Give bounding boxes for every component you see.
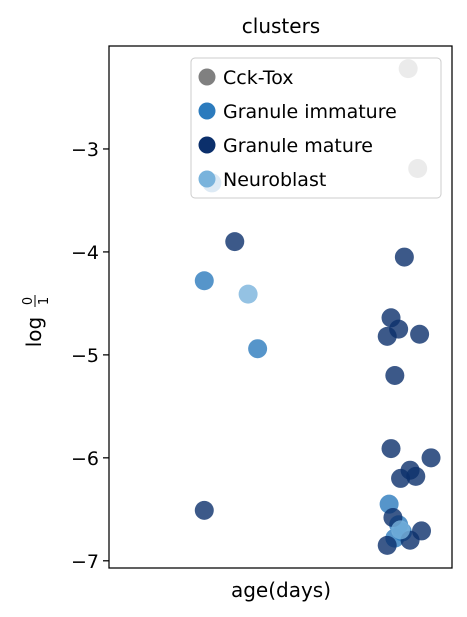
- y-axis-title-prefix: log: [22, 317, 46, 348]
- point-granule-immature-2: [248, 339, 268, 359]
- point-granule-mature-10: [406, 466, 426, 486]
- y-axis: −3 −4 −5 −6 −7: [71, 139, 109, 573]
- legend-marker-granule-immature: [198, 102, 216, 120]
- legend-label-cck-tox: Cck-Tox: [223, 67, 294, 89]
- point-granule-mature-1: [394, 247, 414, 267]
- y-tick-label: −6: [71, 448, 99, 470]
- point-granule-mature-8: [421, 448, 441, 468]
- y-tick-label: −3: [71, 139, 99, 161]
- legend-marker-neuroblast: [198, 170, 216, 188]
- plot-frame: [108, 45, 453, 569]
- point-granule-immature-1: [194, 271, 214, 291]
- point-granule-mature-6: [385, 365, 405, 385]
- point-granule-mature-12: [194, 500, 214, 520]
- point-neuroblast-0: [238, 284, 258, 304]
- legend-label-granule-mature: Granule mature: [223, 135, 373, 157]
- point-granule-mature-4: [377, 326, 397, 346]
- point-granule-mature-7: [381, 439, 401, 459]
- y-tick-label: −4: [71, 242, 99, 264]
- y-tick-label: −7: [71, 551, 99, 573]
- y-axis-title-denominator: 1: [37, 297, 52, 305]
- point-neuroblast-1: [391, 520, 411, 540]
- chart-title: clusters: [242, 14, 320, 38]
- point-granule-mature-15: [377, 535, 397, 555]
- y-axis-title: log 0 1: [21, 295, 52, 347]
- y-tick-label: −5: [71, 345, 99, 367]
- legend: Cck-Tox Granule immature Granule mature Neu…: [190, 57, 442, 199]
- point-granule-mature-0: [225, 232, 245, 252]
- point-granule-mature-11: [391, 468, 411, 488]
- points-layer: [194, 59, 441, 555]
- legend-frame: [190, 57, 442, 199]
- x-axis-title: age(days): [231, 578, 331, 602]
- legend-label-neuroblast: Neuroblast: [223, 169, 326, 191]
- y-axis-title-numerator: 0: [21, 297, 36, 305]
- point-granule-mature-5: [410, 324, 430, 344]
- legend-marker-granule-mature: [198, 136, 216, 154]
- legend-label-granule-immature: Granule immature: [223, 101, 397, 123]
- legend-marker-cck-tox: [198, 68, 216, 86]
